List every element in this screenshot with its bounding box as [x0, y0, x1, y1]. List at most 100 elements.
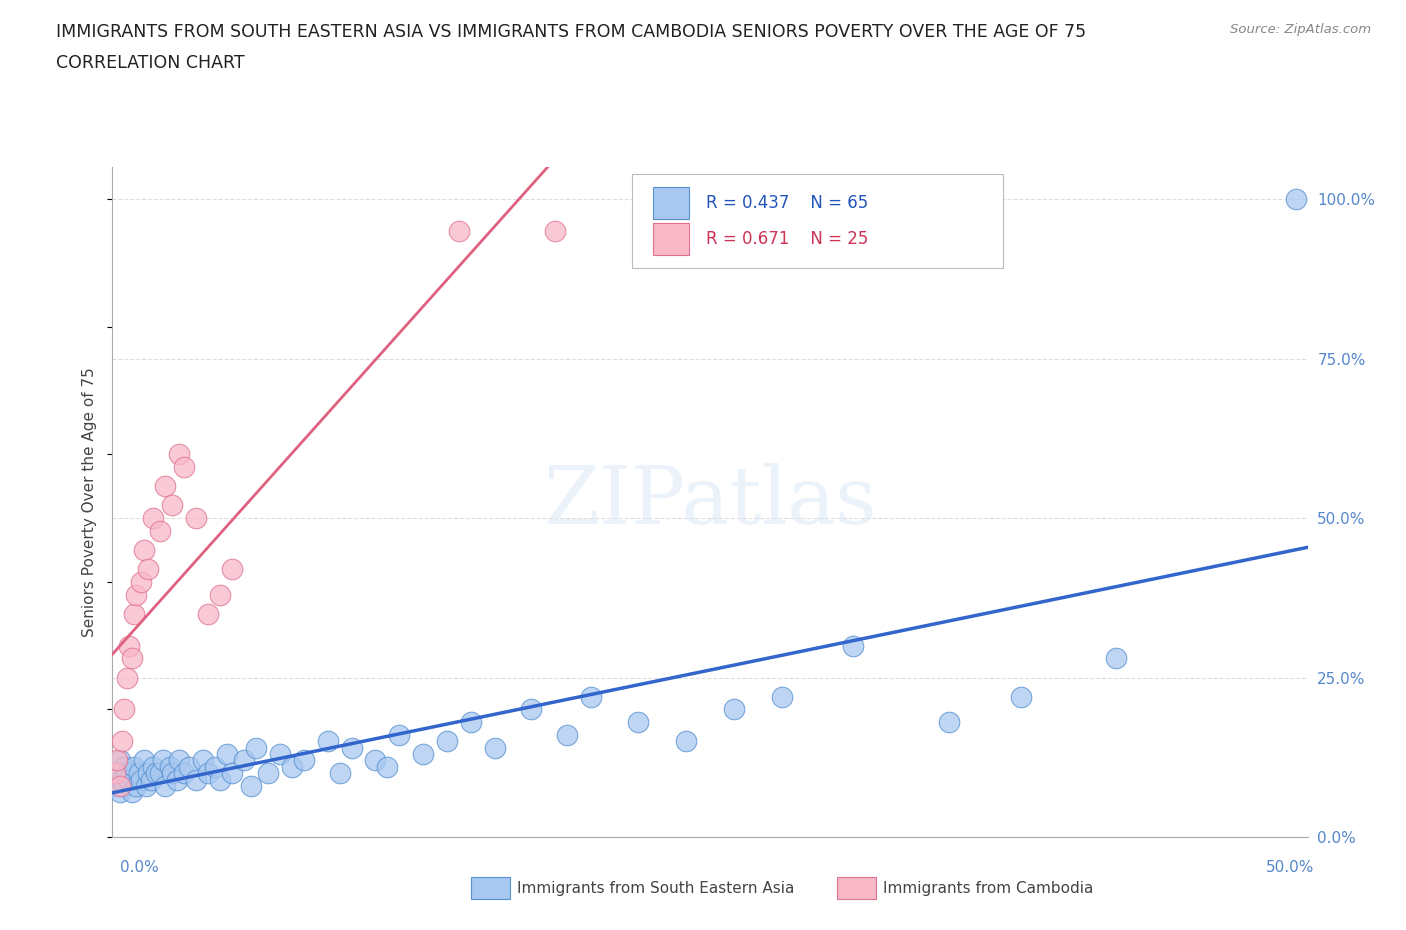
Point — [169, 753, 191, 768]
Point — [108, 778, 131, 793]
Point — [122, 606, 145, 621]
Point — [328, 765, 352, 780]
Point — [281, 760, 304, 775]
Point — [173, 459, 195, 474]
Point — [447, 224, 470, 239]
Point — [1285, 192, 1308, 206]
Text: R = 0.437    N = 65: R = 0.437 N = 65 — [706, 193, 869, 212]
Point — [1105, 651, 1128, 666]
Point — [114, 778, 135, 793]
Text: R = 0.671    N = 25: R = 0.671 N = 25 — [706, 230, 869, 248]
Point — [105, 753, 128, 768]
Text: 0.0%: 0.0% — [120, 860, 159, 875]
Point — [245, 740, 267, 755]
Point — [162, 498, 183, 512]
Point — [723, 702, 745, 717]
Point — [115, 765, 138, 780]
Point — [316, 734, 339, 749]
Point — [105, 765, 128, 780]
Text: 50.0%: 50.0% — [1267, 860, 1315, 875]
Point — [125, 778, 148, 793]
Point — [132, 542, 155, 557]
Point — [364, 753, 387, 768]
Point — [193, 753, 215, 768]
Point — [217, 747, 239, 762]
Point — [145, 765, 167, 780]
Text: Immigrants from Cambodia: Immigrants from Cambodia — [883, 881, 1094, 896]
Point — [153, 778, 176, 793]
Point — [129, 575, 152, 590]
Point — [520, 702, 543, 717]
Point — [104, 765, 127, 780]
FancyBboxPatch shape — [652, 187, 689, 219]
Point — [149, 765, 172, 780]
Point — [153, 479, 176, 494]
Text: CORRELATION CHART: CORRELATION CHART — [56, 54, 245, 72]
Point — [208, 772, 231, 787]
Point — [132, 753, 155, 768]
Point — [221, 765, 243, 780]
Point — [412, 747, 434, 762]
Point — [169, 447, 191, 462]
Point — [938, 715, 960, 730]
FancyBboxPatch shape — [652, 223, 689, 255]
Point — [159, 760, 181, 775]
Point — [108, 785, 131, 800]
Point — [108, 753, 131, 768]
Point — [240, 778, 263, 793]
Point — [162, 765, 183, 780]
Point — [484, 740, 506, 755]
Point — [770, 689, 793, 704]
Text: Immigrants from South Eastern Asia: Immigrants from South Eastern Asia — [517, 881, 794, 896]
Point — [377, 760, 399, 775]
Point — [138, 765, 160, 780]
Point — [177, 760, 200, 775]
Point — [1010, 689, 1032, 704]
Point — [118, 638, 141, 653]
Point — [221, 562, 243, 577]
Point — [166, 772, 188, 787]
Point — [121, 785, 143, 800]
Point — [232, 753, 256, 768]
Point — [555, 727, 578, 742]
Point — [269, 747, 291, 762]
Point — [197, 606, 219, 621]
Text: Source: ZipAtlas.com: Source: ZipAtlas.com — [1230, 23, 1371, 36]
Point — [204, 760, 226, 775]
Text: IMMIGRANTS FROM SOUTH EASTERN ASIA VS IMMIGRANTS FROM CAMBODIA SENIORS POVERTY O: IMMIGRANTS FROM SOUTH EASTERN ASIA VS IM… — [56, 23, 1087, 41]
Point — [460, 715, 482, 730]
Point — [125, 587, 148, 602]
Point — [152, 753, 174, 768]
Point — [128, 765, 150, 780]
Point — [340, 740, 363, 755]
Point — [627, 715, 650, 730]
FancyBboxPatch shape — [633, 174, 1002, 268]
Point — [173, 765, 195, 780]
Point — [139, 772, 162, 787]
Point — [436, 734, 458, 749]
Y-axis label: Seniors Poverty Over the Age of 75: Seniors Poverty Over the Age of 75 — [82, 367, 97, 637]
Point — [142, 760, 165, 775]
Point — [149, 524, 172, 538]
Point — [388, 727, 411, 742]
Point — [292, 753, 315, 768]
Point — [543, 224, 565, 239]
Point — [186, 511, 208, 525]
Point — [138, 562, 160, 577]
Point — [111, 734, 134, 749]
Point — [197, 765, 219, 780]
Point — [208, 587, 231, 602]
Point — [114, 760, 135, 775]
Point — [111, 772, 134, 787]
Point — [118, 772, 141, 787]
Point — [135, 778, 157, 793]
Point — [257, 765, 280, 780]
Point — [675, 734, 697, 749]
Point — [579, 689, 602, 704]
Point — [115, 671, 138, 685]
Point — [142, 511, 165, 525]
Point — [129, 772, 152, 787]
Text: ZIPatlas: ZIPatlas — [543, 463, 877, 541]
Point — [104, 778, 127, 793]
Point — [186, 772, 208, 787]
